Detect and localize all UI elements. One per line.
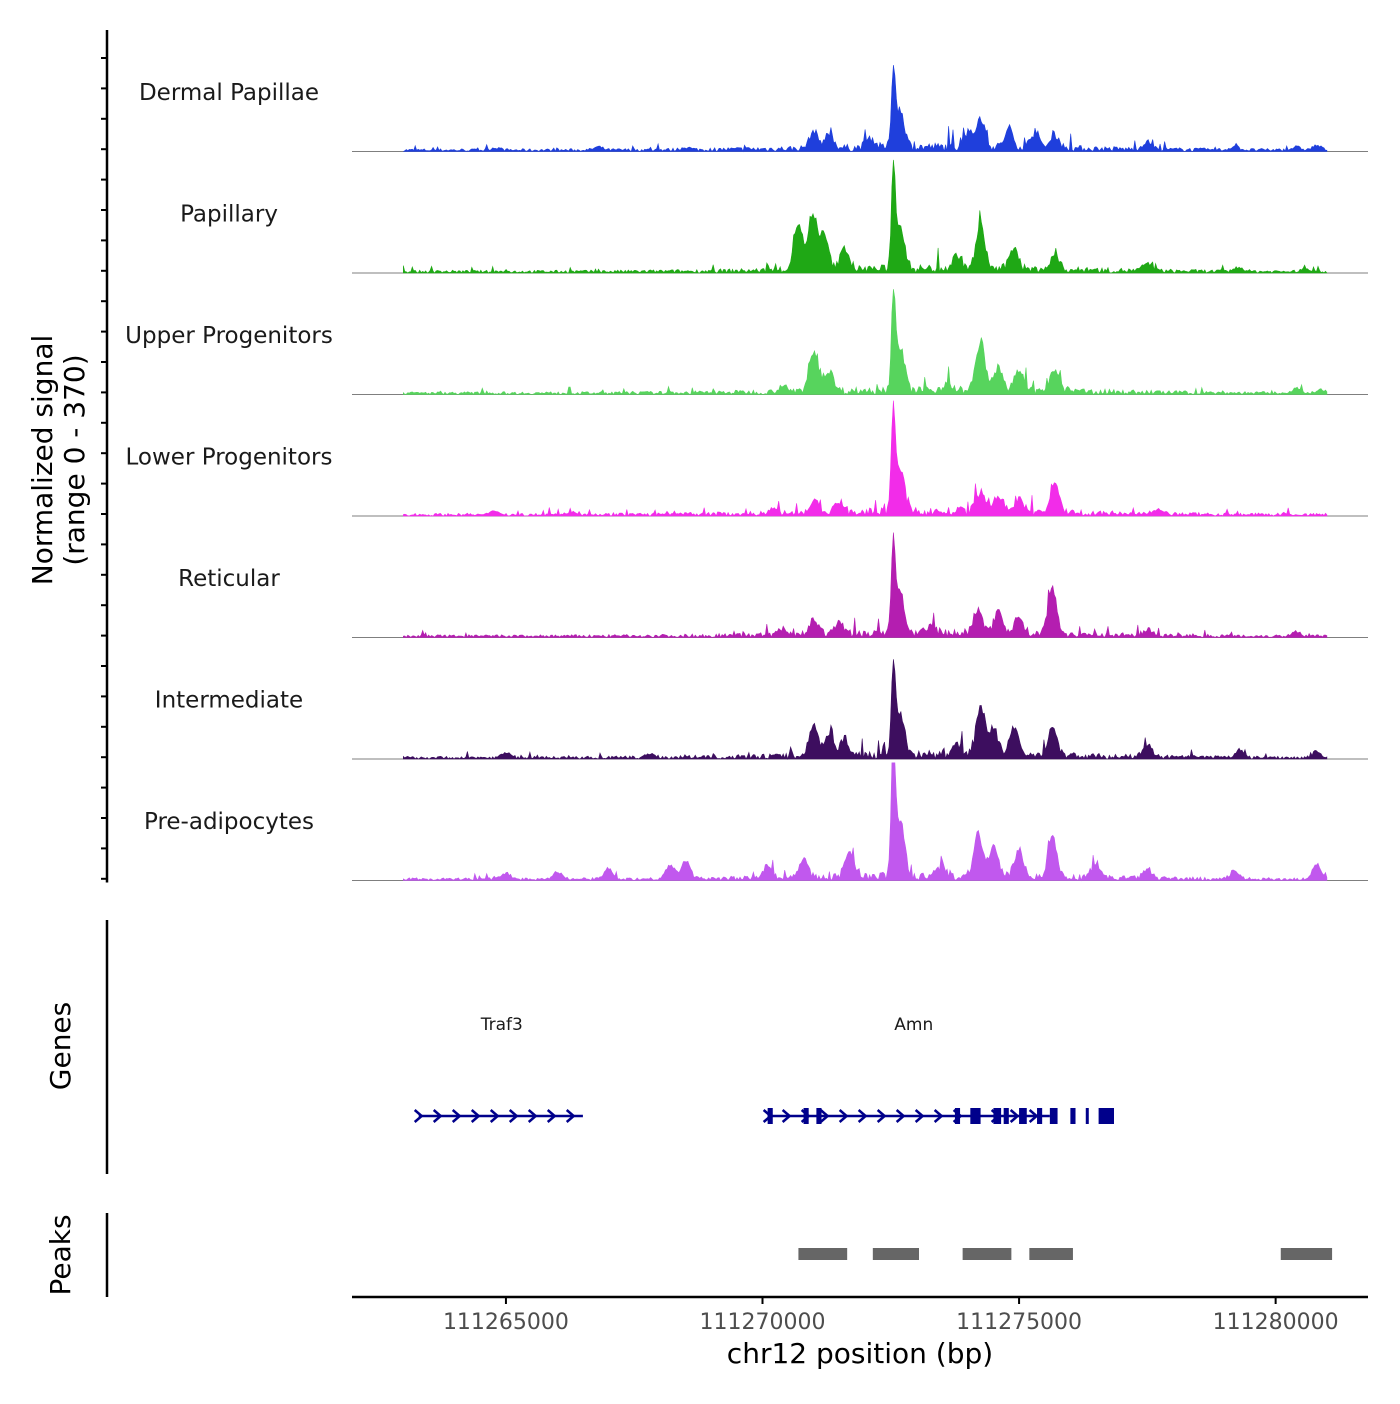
strand-chevron [470, 1109, 481, 1123]
peak-region [962, 1248, 1012, 1260]
peak-region [798, 1248, 848, 1260]
strand-chevron [819, 1109, 830, 1123]
strand-chevron [838, 1109, 849, 1123]
signal-area-reticular [403, 532, 1328, 639]
strand-chevron [527, 1109, 538, 1123]
strand-chevron [1009, 1109, 1020, 1123]
gene-label-traf3: Traf3 [480, 1015, 523, 1035]
gene-exon [767, 1108, 773, 1124]
x-tick-label: 111280000 [1213, 1310, 1339, 1335]
genes-panel-label: Genes [44, 1002, 77, 1090]
gene-exon [816, 1108, 822, 1124]
signal-area-intermediate [403, 659, 1328, 761]
strand-chevron [546, 1109, 557, 1123]
strand-chevron [508, 1109, 519, 1123]
strand-chevron [781, 1109, 792, 1123]
track-label-papillary: Papillary [180, 202, 278, 228]
peak-region [1280, 1248, 1333, 1260]
gene-exon [1049, 1108, 1058, 1124]
track-label-reticular: Reticular [178, 566, 280, 592]
track-label-intermediate: Intermediate [155, 688, 303, 714]
strand-chevron [876, 1109, 887, 1123]
signal-area-pre-adipocytes [403, 762, 1328, 882]
strand-chevron [933, 1109, 944, 1123]
gene-exon [1003, 1108, 1009, 1124]
gene-exon [1098, 1108, 1114, 1124]
strand-chevron [857, 1109, 868, 1123]
gene-exon [803, 1108, 809, 1124]
x-tick-label: 111275000 [956, 1310, 1082, 1335]
track-label-pre-adipocytes: Pre-adipocytes [144, 809, 314, 835]
strand-chevron [1028, 1109, 1039, 1123]
y-axis-label-line1: Normalized signal [26, 335, 59, 586]
x-axis-title: chr12 position (bp) [727, 1337, 993, 1370]
peak-region [872, 1248, 920, 1260]
signal-area-upper-progenitors [403, 289, 1328, 396]
strand-chevron [565, 1109, 576, 1123]
signal-area-lower-progenitors [403, 400, 1328, 517]
gene-exon [970, 1108, 981, 1124]
gene-exon [954, 1108, 961, 1124]
plot-layer: Dermal Papillae Papillary Upper Progenitor… [101, 30, 1368, 1335]
gene-exon [1070, 1108, 1076, 1124]
signal-area-dermal-papillae [403, 64, 1328, 153]
gene-exon [993, 1108, 1002, 1124]
gene-label-amn: Amn [894, 1015, 933, 1035]
track-label-lower-progenitors: Lower Progenitors [126, 445, 333, 471]
strand-chevron [413, 1109, 424, 1123]
track-label-upper-progenitors: Upper Progenitors [125, 323, 333, 349]
strand-chevron [451, 1109, 462, 1123]
y-axis-label-line2: (range 0 - 370) [58, 354, 91, 565]
peaks-panel-label: Peaks [44, 1214, 77, 1295]
gene-exon [1085, 1108, 1089, 1124]
strand-chevron [895, 1109, 906, 1123]
signal-area-papillary [403, 159, 1328, 274]
peak-region [1029, 1248, 1073, 1260]
gene-exon [1019, 1108, 1027, 1124]
track-label-dermal-papillae: Dermal Papillae [139, 80, 319, 106]
gene-exon [1037, 1108, 1043, 1124]
strand-chevron [432, 1109, 443, 1123]
x-tick-label: 111270000 [700, 1310, 826, 1335]
strand-chevron [914, 1109, 925, 1123]
strand-chevron [489, 1109, 500, 1123]
x-tick-label: 111265000 [443, 1310, 569, 1335]
